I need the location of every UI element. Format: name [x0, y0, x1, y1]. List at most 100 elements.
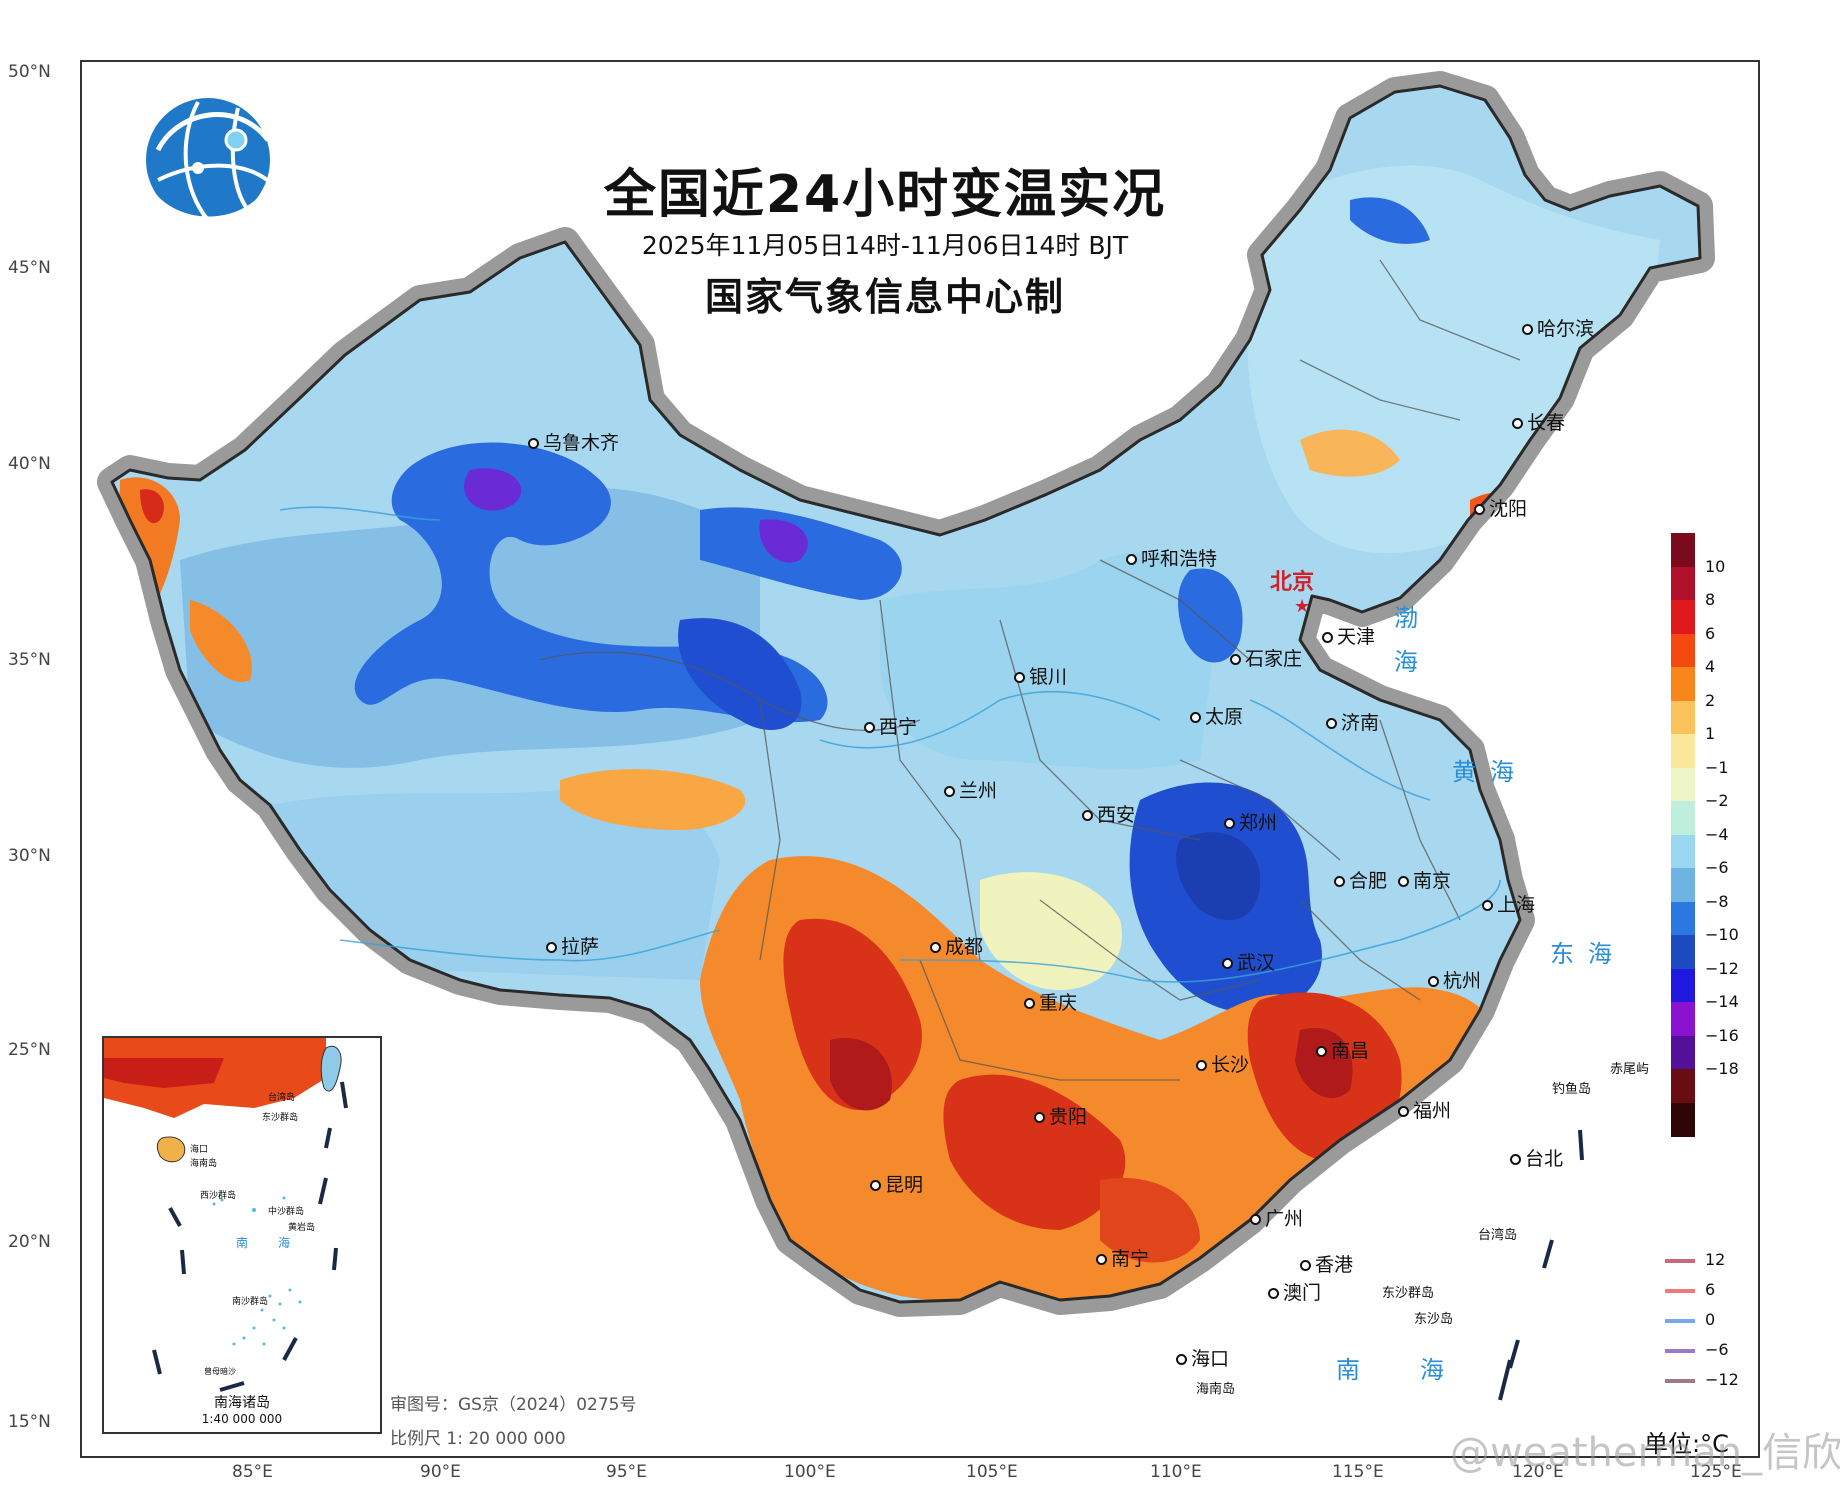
city-shanghai: 上海: [1482, 890, 1535, 917]
legend-tick-label: 1: [1705, 724, 1716, 743]
legend-color-cell: [1671, 968, 1695, 1003]
city-kunming: 昆明: [870, 1170, 923, 1197]
city-lhasa: 拉萨: [546, 932, 599, 959]
inset-label-taiwan: 台湾岛: [268, 1093, 296, 1103]
island-chiweiyu: 赤尾屿: [1610, 1062, 1650, 1077]
legend-color-cell: [1671, 1002, 1695, 1036]
province-boundaries: [539, 259, 1521, 1081]
scale-label: 比例尺 1: 20 000 000: [390, 1429, 566, 1449]
city-changsha: 长沙: [1196, 1050, 1249, 1077]
city-xian: 西安: [1082, 800, 1135, 827]
logo-globe-icon: [142, 98, 280, 225]
lat-label-20: 20°N: [8, 1232, 51, 1252]
city-taiyuan: 太原: [1190, 702, 1243, 729]
sea-east: 东海: [1550, 940, 1626, 968]
inset-label-hainan: 海南岛: [190, 1159, 218, 1169]
legend-tick-label: 8: [1705, 590, 1716, 609]
inset-label-hai: 海: [278, 1236, 291, 1250]
city-shenyang: 沈阳: [1474, 494, 1527, 521]
city-changchun: 长春: [1512, 408, 1565, 435]
island-dongsha-qundao: 东沙群岛: [1382, 1286, 1435, 1301]
isoline-legend-neg6: −6: [1665, 1340, 1729, 1359]
legend-tick-label: −10: [1705, 925, 1739, 944]
lat-label-35: 35°N: [8, 650, 51, 670]
isoline-legend-6: 6: [1665, 1280, 1715, 1299]
inset-label-huangyan: 黄岩岛: [288, 1223, 316, 1233]
city-nanchang: 南昌: [1316, 1036, 1369, 1063]
island-dongsha-dao: 东沙岛: [1414, 1312, 1454, 1327]
city-hefei: 合肥: [1334, 866, 1387, 893]
lat-label-50: 50°N: [8, 62, 51, 82]
inset-label-nansha: 南沙群岛: [232, 1297, 269, 1307]
city-fuzhou: 福州: [1398, 1096, 1451, 1123]
city-haikou: 海口: [1176, 1344, 1229, 1371]
legend-color-cell: [1671, 700, 1695, 735]
lat-label-25: 25°N: [8, 1040, 51, 1060]
city-nanjing: 南京: [1398, 866, 1451, 893]
lon-label-120: 120°E: [1512, 1462, 1564, 1482]
legend-tick-label: −4: [1705, 824, 1729, 844]
legend-tick-label: 2: [1705, 690, 1716, 710]
city-yinchuan: 银川: [1014, 662, 1067, 689]
lat-label-45: 45°N: [8, 258, 51, 278]
inset-label-haikou: 海口: [190, 1145, 209, 1155]
inset-label-dongsha: 东沙群岛: [262, 1113, 299, 1123]
isoline-legend-0: 0: [1665, 1310, 1715, 1329]
lon-label-95: 95°E: [606, 1462, 647, 1482]
lon-label-90: 90°E: [420, 1462, 461, 1482]
island-diaoyudao: 钓鱼岛: [1552, 1082, 1592, 1097]
unit-label: 单位:°C: [1644, 1430, 1729, 1458]
city-beijing: 北京: [1270, 570, 1315, 595]
capital-star-icon: ★: [1294, 596, 1311, 617]
inset-label-zhongsha: 中沙群岛: [268, 1207, 305, 1217]
legend-tick-label: −1: [1705, 757, 1729, 777]
legend-tick-label: −18: [1705, 1059, 1739, 1078]
legend-tick-label: 10: [1705, 556, 1726, 576]
watermark: @weatherman_信欣: [1450, 1430, 1840, 1476]
city-taipei: 台北: [1510, 1144, 1563, 1171]
lat-label-40: 40°N: [8, 454, 51, 474]
city-harbin: 哈尔滨: [1522, 314, 1594, 341]
map-title: 全国近24小时变温实况: [603, 165, 1167, 225]
inset-title: 南海诸岛: [214, 1395, 270, 1411]
island-taiwan: 台湾岛: [1478, 1228, 1518, 1243]
legend-tick-label: −12: [1705, 958, 1739, 978]
city-guiyang: 贵阳: [1034, 1102, 1087, 1129]
map-frame: [80, 60, 1760, 1458]
city-jinan: 济南: [1326, 708, 1379, 735]
legend-color-cell: [1671, 633, 1695, 668]
lon-label-85: 85°E: [232, 1462, 273, 1482]
city-urumqi: 乌鲁木齐: [528, 428, 619, 455]
rivers: [279, 506, 1501, 983]
legend-color-cell: [1671, 667, 1695, 701]
south-china-sea-inset: 台湾岛 东沙群岛 海口 海南岛 西沙群岛 中沙群岛 黄岩岛 南 海 南沙群岛 曾…: [102, 1036, 382, 1434]
city-macau: 澳门: [1268, 1278, 1321, 1305]
city-wuhan: 武汉: [1222, 948, 1275, 975]
legend-color-cell: [1671, 901, 1695, 936]
legend-tick-label: −14: [1705, 992, 1739, 1011]
inset-label-xisha: 西沙群岛: [200, 1191, 237, 1201]
sea-yellow: 黄海: [1452, 758, 1528, 786]
legend-color-cell: [1671, 868, 1695, 902]
lon-label-105: 105°E: [966, 1462, 1018, 1482]
city-hohhot: 呼和浩特: [1126, 544, 1217, 571]
legend-color-cell: [1671, 1102, 1695, 1137]
lat-label-15: 15°N: [8, 1412, 51, 1432]
lon-label-110: 110°E: [1150, 1462, 1202, 1482]
inset-label-nan: 南: [236, 1236, 249, 1250]
sea-south: 南海: [1336, 1356, 1504, 1384]
legend-color-cell: [1671, 533, 1695, 567]
legend-color-cell: [1671, 734, 1695, 768]
legend-tick-label: −16: [1705, 1025, 1739, 1045]
legend-color-cell: [1671, 600, 1695, 634]
legend-tick-label: 6: [1705, 623, 1716, 643]
inset-label-zengmu: 曾母暗沙: [204, 1367, 236, 1376]
city-shijiazhuang: 石家庄: [1230, 644, 1302, 671]
lon-label-100: 100°E: [784, 1462, 836, 1482]
legend-tick-label: −2: [1705, 791, 1729, 810]
legend-color-cell: [1671, 566, 1695, 601]
inset-map-drawing: [104, 1038, 348, 1392]
legend-color-cell: [1671, 767, 1695, 802]
isoline-legend-neg12: −12: [1665, 1370, 1739, 1389]
